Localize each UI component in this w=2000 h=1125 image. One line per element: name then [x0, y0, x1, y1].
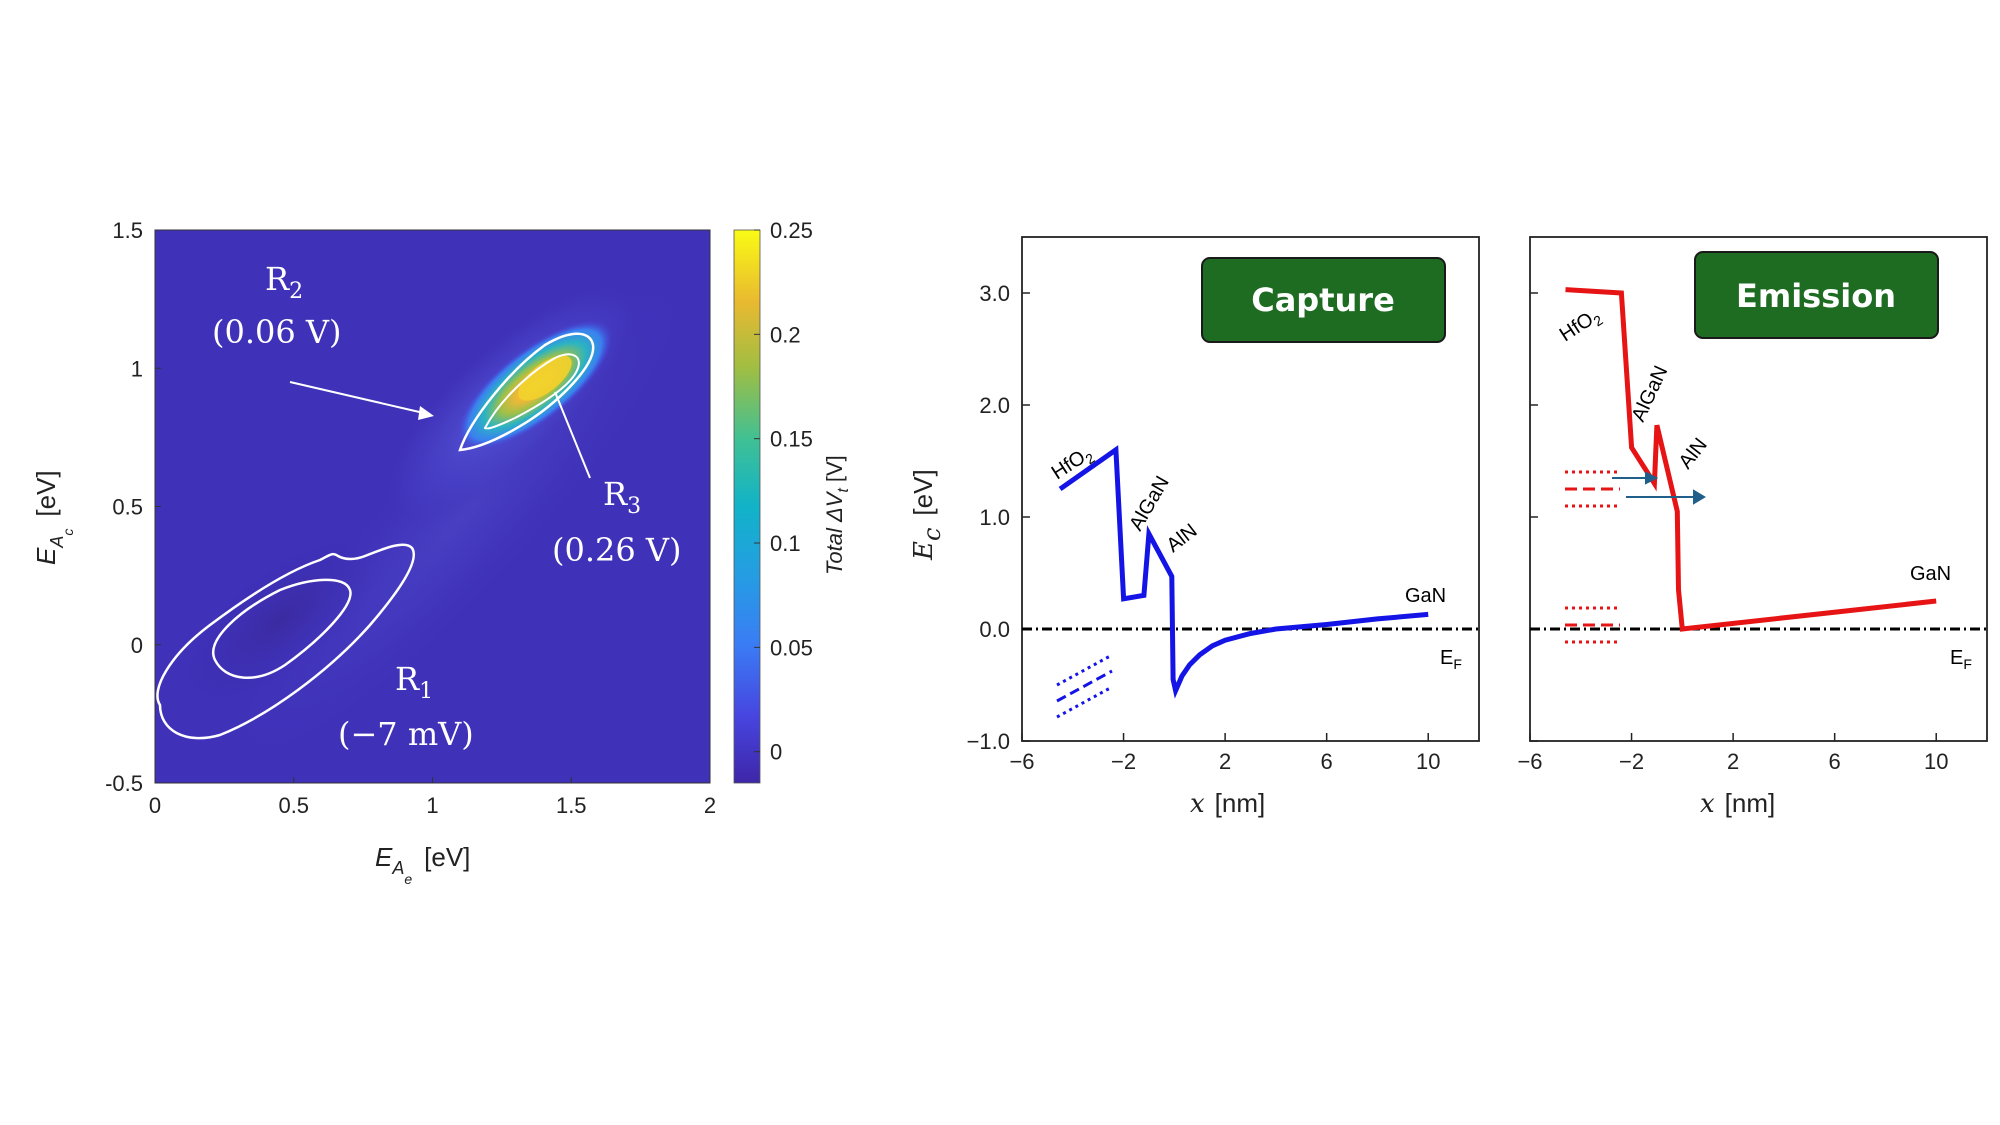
emission-band-line	[1565, 287, 1937, 632]
heatmap-xlabel-main: E	[375, 842, 393, 872]
heatmap-ylabel-sub: A	[47, 536, 67, 549]
heatmap-xlabel: EAe [eV]	[375, 842, 470, 887]
capture-label-gan: GaN	[1405, 585, 1446, 607]
heatmap-y-tick-label: 0.5	[112, 495, 143, 520]
heatmap-field	[156, 273, 691, 767]
band-y-tick-label: 1.0	[979, 505, 1010, 530]
heatmap-ylabel: EAc [eV]	[31, 470, 76, 565]
region-r2-arrowhead	[418, 406, 434, 420]
emission-panel: −6 −2 2 6 10 Emission HfO2 AlGaN AlN	[1517, 236, 1988, 819]
emission-trap-levels	[1565, 470, 1620, 644]
band-y-tick-label: 0.0	[979, 617, 1010, 642]
heatmap-cold-r1	[172, 528, 388, 712]
colorbar: 0 0.05 0.1 0.15 0.2 0.25 Total ΔVt [V]	[733, 218, 852, 784]
heatmap-y-tick-label: -0.5	[105, 771, 143, 796]
band-x-tick-label: 10	[1416, 749, 1440, 774]
colorbar-label-sub: t	[835, 488, 852, 493]
capture-trap-levels	[1056, 653, 1113, 719]
region-r2-arrow	[289, 381, 429, 415]
colorbar-label-unit: [V]	[822, 455, 847, 482]
capture-band-line	[1058, 445, 1429, 699]
band-x-tick-label: 6	[1321, 749, 1333, 774]
emission-badge	[1694, 251, 1939, 339]
band-y-tick-label: −1.0	[967, 729, 1010, 754]
contour-r3-outer	[458, 332, 595, 452]
heatmap-ylabel-unit: [eV]	[31, 470, 61, 516]
colorbar-tick-label: 0.2	[770, 322, 801, 347]
capture-ylabel: Ec[eV]	[908, 469, 946, 561]
contour-r1-outer	[156, 543, 415, 740]
heatmap-ylabel-main: E	[31, 547, 61, 565]
band-x-tick-label: 2	[1219, 749, 1231, 774]
emission-ticks: −6 −2 2 6 10	[1517, 292, 1948, 774]
region-r3-label: R3	[603, 475, 641, 519]
heatmap-x-tick-label: 0	[149, 793, 161, 818]
band-x-tick-label: 2	[1727, 749, 1739, 774]
capture-xlabel: x [nm]	[1190, 788, 1265, 819]
emission-label-gan: GaN	[1910, 563, 1951, 585]
region-r1-value: (−7 mV)	[338, 715, 474, 753]
band-x-tick-label: −6	[1009, 749, 1034, 774]
heatmap-y-tick-label: 1	[131, 356, 143, 381]
heatmap-y-tick-label: 0	[131, 633, 143, 658]
heatmap-panel: 0 0.5 1 1.5 2-0.500.511.5 EAe[eV] EAc[eV] R2…	[31, 218, 716, 887]
colorbar-label: Total ΔVt [V]	[822, 455, 852, 575]
colorbar-label-main: Total ΔV	[822, 490, 847, 575]
heatmap-ylabel-subsub: c	[60, 529, 76, 536]
region-r1-label: R1	[395, 660, 433, 704]
colorbar-tick-label: 0.1	[770, 531, 801, 556]
colorbar-gradient	[733, 229, 761, 784]
band-x-tick-label: −6	[1517, 749, 1542, 774]
emission-label-ef: EF	[1950, 647, 1972, 672]
heatmap-xlabel-sub: A	[391, 858, 404, 878]
band-y-tick-label: 2.0	[979, 393, 1010, 418]
capture-badge	[1201, 257, 1446, 343]
capture-label-ef: EF	[1440, 647, 1462, 672]
region-r2-label: R2	[265, 260, 303, 304]
band-y-tick-label: 3.0	[979, 281, 1010, 306]
heatmap-x-tick-label: 1	[426, 793, 438, 818]
heatmap-y-tick-label: 1.5	[112, 218, 143, 243]
region-r3-pointer	[554, 391, 591, 479]
capture-panel: −6 −2 2 6 10−1.00.01.02.03.0 Capture HfO2 Al…	[908, 236, 1480, 819]
heatmap-core-r3	[518, 355, 572, 401]
emission-xlabel: x [nm]	[1700, 788, 1775, 819]
colorbar-ticks: 0 0.05 0.1 0.15 0.2 0.25	[754, 218, 813, 765]
heatmap-x-tick-label: 0.5	[278, 793, 309, 818]
colorbar-tick-label: 0.15	[770, 427, 813, 452]
capture-ticks: −6 −2 2 6 10 −1.0 0.0 1.0 2.0 3.0	[967, 281, 1441, 774]
emission-arrows	[1612, 471, 1706, 505]
colorbar-tick-label: 0	[770, 740, 782, 765]
band-x-tick-label: −2	[1619, 749, 1644, 774]
colorbar-tick-label: 0.25	[770, 218, 813, 243]
heatmap-x-tick-label: 2	[704, 793, 716, 818]
heatmap-xlabel-unit: [eV]	[424, 842, 470, 872]
band-x-tick-label: −2	[1111, 749, 1136, 774]
band-x-tick-label: 10	[1924, 749, 1948, 774]
region-r3-value: (0.26 V)	[552, 531, 682, 569]
band-x-tick-label: 6	[1829, 749, 1841, 774]
emission-title: Emission	[1736, 277, 1896, 315]
colorbar-tick-label: 0.05	[770, 635, 813, 660]
heatmap-ticks: 0 0.5 1 1.5 2-0.500.511.5	[105, 218, 716, 818]
heatmap-x-tick-label: 1.5	[556, 793, 587, 818]
contour-r1-inner	[212, 578, 352, 679]
contour-r3-inner	[483, 353, 580, 430]
heatmap-xlabel-subsub: e	[404, 871, 412, 887]
region-r2-value: (0.06 V)	[212, 313, 342, 351]
capture-title: Capture	[1251, 281, 1395, 319]
